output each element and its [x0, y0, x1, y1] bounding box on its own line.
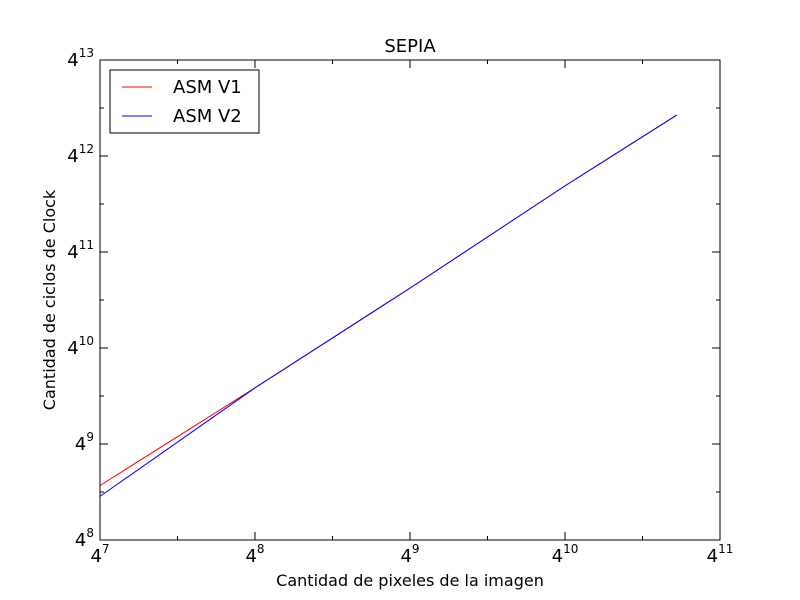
- legend-box: [109, 69, 260, 134]
- x-tick-label-exponent: 9: [412, 542, 420, 556]
- legend-label: ASM V2: [173, 106, 242, 127]
- y-tick-label-exponent: 9: [86, 430, 94, 444]
- y-tick-label: 410: [67, 334, 94, 359]
- x-tick-label-exponent: 11: [718, 542, 733, 556]
- x-tick-label: 47: [90, 542, 109, 567]
- x-tick-label: 410: [552, 542, 579, 567]
- y-tick-label-base: 4: [67, 242, 78, 263]
- series-layer: [99, 114, 678, 497]
- legend: ASM V1 ASM V2: [109, 69, 260, 134]
- y-tick-label: 411: [67, 238, 94, 263]
- y-tick-label-base: 4: [75, 434, 86, 455]
- x-tick-label-base: 4: [707, 546, 718, 567]
- series-line-2: [99, 114, 678, 497]
- x-tick-label: 411: [707, 542, 734, 567]
- x-tick-label-exponent: 8: [257, 542, 265, 556]
- y-tick-label-base: 4: [67, 146, 78, 167]
- x-tick-label-exponent: 10: [563, 542, 578, 556]
- x-tick-label-base: 4: [90, 546, 101, 567]
- y-tick-label-exponent: 12: [79, 142, 94, 156]
- y-tick-label-exponent: 10: [79, 334, 94, 348]
- x-tick-label-base: 4: [552, 546, 563, 567]
- y-tick-label-exponent: 13: [79, 46, 94, 60]
- x-tick-label-base: 4: [400, 546, 411, 567]
- y-tick-label: 49: [75, 430, 94, 455]
- y-tick-label-base: 4: [75, 530, 86, 551]
- y-tick-label-exponent: 11: [79, 238, 94, 252]
- y-axis-label: Cantidad de ciclos de Clock: [40, 189, 59, 410]
- chart-title: SEPIA: [384, 36, 436, 57]
- y-tick-label-base: 4: [67, 50, 78, 71]
- plot-area: [100, 60, 720, 540]
- x-tick-label: 48: [245, 542, 264, 567]
- y-tick-label-base: 4: [67, 338, 78, 359]
- x-tick-label-exponent: 7: [102, 542, 110, 556]
- y-tick-label: 413: [67, 46, 94, 71]
- x-axis-label: Cantidad de pixeles de la imagen: [276, 571, 544, 590]
- y-tick-label: 48: [75, 526, 94, 551]
- x-tick-label-base: 4: [245, 546, 256, 567]
- x-tick-label: 49: [400, 542, 419, 567]
- y-tick-label-exponent: 8: [86, 526, 94, 540]
- y-tick-label: 412: [67, 142, 94, 167]
- legend-label: ASM V1: [173, 77, 242, 98]
